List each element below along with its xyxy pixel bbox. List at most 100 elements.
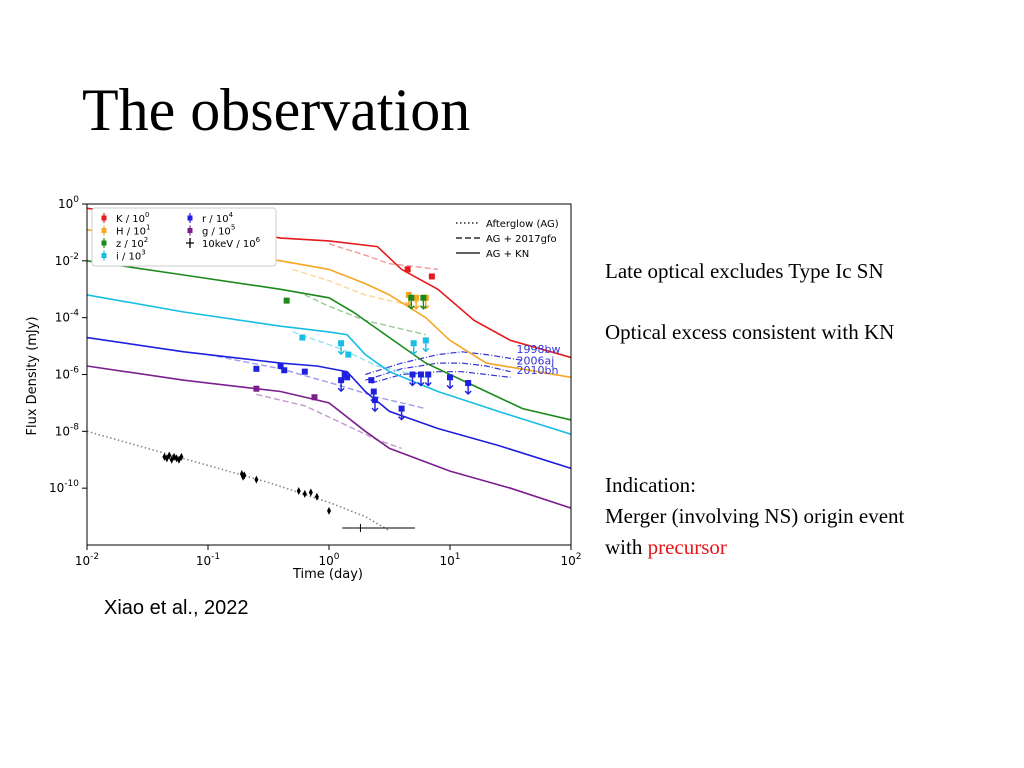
data-point-r <box>409 371 416 378</box>
data-point-i <box>410 340 417 347</box>
light-curve-chart: 10-2 10-1 100 101 10210010-210-410-610-810-1… <box>25 195 582 582</box>
data-point-r <box>370 388 377 395</box>
legend-label-mid-0: r / 104 <box>202 211 234 225</box>
xray-point <box>308 488 313 497</box>
upper-limit-arrow-r <box>337 383 345 393</box>
sn-curve-2010bh <box>371 371 511 384</box>
data-point-z <box>283 297 290 304</box>
x-tick-label: 101 <box>439 552 460 568</box>
legend-label-left-2: z / 102 <box>116 236 148 250</box>
legend-bands-box <box>91 207 277 267</box>
y-tick-exponent: -10 <box>64 479 79 489</box>
legend-label-text: z / 10 <box>116 239 144 250</box>
data-point-r <box>301 368 308 375</box>
with-word: with <box>605 535 643 559</box>
legend-label-exponent: 3 <box>141 249 145 257</box>
note-late-optical: Late optical excludes Type Ic SN <box>605 259 884 283</box>
x-tick-exponent: -2 <box>90 552 99 562</box>
data-point-r <box>465 380 472 387</box>
note-optical-excess: Optical excess consistent with KN <box>605 320 895 344</box>
upper-limit-arrow-r <box>371 403 379 413</box>
slide-title: The observation <box>82 77 471 143</box>
legend-label-text: H / 10 <box>116 227 146 238</box>
xray-point <box>167 451 172 460</box>
indication-block: Indication: Merger (involving NS) origin… <box>605 470 904 563</box>
legend-label-text: i / 10 <box>116 252 141 263</box>
y-tick-exponent: -8 <box>70 422 79 432</box>
indication-label: Indication: <box>605 473 696 497</box>
xray-point <box>314 492 319 501</box>
legend-label-exponent: 4 <box>229 211 234 219</box>
gfo-curve-z <box>304 294 426 336</box>
legend-marker-left-3 <box>101 253 107 258</box>
xray-point <box>179 452 184 461</box>
upper-limit-arrow-r <box>398 411 406 421</box>
legend-label-exponent: 0 <box>145 211 149 219</box>
legend-style-label-0: Afterglow (AG) <box>486 219 559 230</box>
xray-point <box>296 487 301 496</box>
y-tick-label: 10-6 <box>55 366 80 382</box>
x-axis-label: Time (day) <box>292 567 363 582</box>
data-point-i <box>422 337 429 344</box>
y-axis-label: Flux Density (mJy) <box>25 316 40 435</box>
legend-marker-left-0 <box>101 215 107 221</box>
upper-limit-arrow-r <box>424 377 432 387</box>
legend-label-left-1: H / 101 <box>116 224 150 238</box>
data-point-r <box>368 377 375 384</box>
legend-marker-mid-1 <box>187 228 193 233</box>
legend-style-label-1: AG + 2017gfo <box>486 234 557 245</box>
legend-label-text: g / 10 <box>202 227 231 238</box>
kn-curve-i <box>87 294 571 435</box>
y-tick-label: 100 <box>58 195 79 211</box>
legend-label-mid-2: 10keV / 106 <box>202 236 261 250</box>
legend-marker-mid-0 <box>187 215 193 221</box>
gfo-curve-g <box>256 393 402 450</box>
data-point-r <box>425 371 432 378</box>
legend-label-exponent: 6 <box>256 236 261 244</box>
x-tick-exponent: -1 <box>211 552 220 562</box>
x-tick-label: 10-2 <box>75 552 99 568</box>
data-point-i <box>345 351 352 358</box>
y-tick-label: 10-4 <box>55 309 80 325</box>
data-point-r <box>338 377 345 384</box>
xray-point <box>254 475 259 484</box>
legend-marker-left-1 <box>101 228 107 233</box>
data-point-r <box>281 367 288 374</box>
x-tick-label: 100 <box>318 552 339 568</box>
upper-limit-arrow-z <box>407 300 415 310</box>
data-point-z <box>408 294 415 301</box>
legend-label-text: K / 10 <box>116 214 145 225</box>
legend-marker-left-2 <box>101 240 107 246</box>
data-point-r <box>417 371 424 378</box>
data-point-i <box>338 340 345 347</box>
y-tick-exponent: 0 <box>73 195 79 205</box>
upper-limit-arrow-i <box>422 343 430 353</box>
y-tick-exponent: -2 <box>70 252 79 262</box>
data-point-r <box>371 397 378 404</box>
legend-label-text: r / 10 <box>202 214 229 225</box>
upper-limit-arrow-i <box>410 346 418 356</box>
indication-line: Merger (involving NS) origin event <box>605 504 905 528</box>
y-tick-label: 10-8 <box>55 422 80 438</box>
data-point-r <box>398 405 405 412</box>
x-tick-exponent: 1 <box>455 552 461 562</box>
gfo-curve-i <box>292 331 426 378</box>
kn-curve-g <box>87 365 571 509</box>
data-point-r <box>253 365 260 372</box>
legend-label-left-0: K / 100 <box>116 211 149 225</box>
legend-label-exponent: 1 <box>146 224 150 232</box>
legend-marker-mid-2 <box>186 238 194 248</box>
data-point-z <box>420 294 427 301</box>
legend-style-label-2: AG + KN <box>486 249 529 260</box>
y-tick-label: 10-2 <box>55 252 79 268</box>
y-tick-label: 10-10 <box>49 479 79 495</box>
data-point-r <box>277 362 284 369</box>
kn-curve-r <box>87 336 571 470</box>
data-point-K <box>404 266 411 273</box>
indication-precursor-line: with precursor <box>605 532 904 563</box>
xray-point <box>242 471 247 480</box>
y-tick-exponent: -4 <box>70 309 79 319</box>
legend-label-exponent: 2 <box>144 236 148 244</box>
x-tick-exponent: 0 <box>334 552 340 562</box>
legend-label-left-3: i / 103 <box>116 249 146 263</box>
